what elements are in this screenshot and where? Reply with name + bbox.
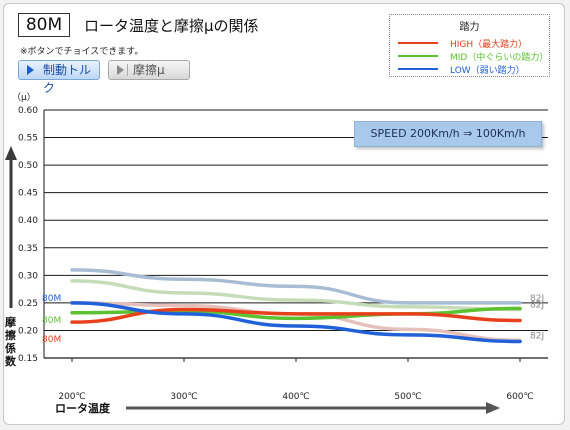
play-arrow-icon [27,65,34,75]
series-end-label: 82J [530,301,544,311]
series-start-label: 80M [42,316,61,326]
x-tick-label: 300℃ [170,392,197,402]
y-tick-label: 0.40 [18,216,38,226]
page-title: ロータ温度と摩擦μの関係 [84,17,259,35]
legend-swatch-mid [398,55,438,57]
button-divider [127,64,128,76]
series-end-label: 82J [530,294,544,304]
legend-label-high: HIGH（最大踏力） [450,40,528,50]
y-tick-label: 0.45 [18,189,38,199]
braking-torque-button[interactable]: 制動トルク [18,60,100,95]
model-badge: 80M [18,13,70,37]
x-tick-label: 600℃ [506,392,533,402]
y-tick-label: 0.25 [18,299,38,309]
y-axis-label-text: 摩擦係数 [5,316,16,368]
braking-torque-label: 制動トルク [43,63,92,95]
series-start-label: 80M [42,294,61,304]
legend-swatch-low [398,68,438,70]
x-axis-label: ロータ温度 [55,402,110,415]
x-tick-label: 500℃ [394,392,421,402]
y-tick-label: 0.60 [18,106,38,116]
friction-mu-button[interactable]: 摩擦μ [108,60,190,80]
series-end-label: 82J [530,331,544,341]
series-start-label: 80M [42,335,61,345]
series-line-low [70,301,522,344]
legend-swatch-high [398,42,438,44]
y-tick-label: 0.15 [18,354,38,364]
x-tick-label: 200℃ [58,392,85,402]
y-tick-label: 0.55 [18,134,38,144]
y-axis-label: 摩擦係数 [4,316,18,368]
y-tick-label: 0.35 [18,244,38,254]
y-axis-arrow-head [5,146,17,160]
y-tick-label: 0.30 [18,271,38,281]
instruction-note: ※ボタンでチョイスできます。 [20,47,144,57]
x-axis-arrow-head [486,402,500,414]
y-tick-label: 0.50 [18,161,38,171]
speed-condition-box: SPEED 200Km/h ⇒ 100Km/h [354,121,542,147]
legend-label-mid: MID（中ぐらいの踏力） [450,53,549,63]
legend: 踏力 HIGH（最大踏力） MID（中ぐらいの踏力） LOW（弱い踏力） [389,14,550,77]
y-unit-label: （μ） [12,93,36,103]
friction-mu-label: 摩擦μ [133,63,165,77]
legend-label-low: LOW（弱い踏力） [450,66,525,76]
y-tick-label: 0.20 [18,326,38,336]
x-tick-label: 400℃ [282,392,309,402]
play-arrow-icon [117,65,124,75]
legend-title: 踏力 [459,22,480,33]
